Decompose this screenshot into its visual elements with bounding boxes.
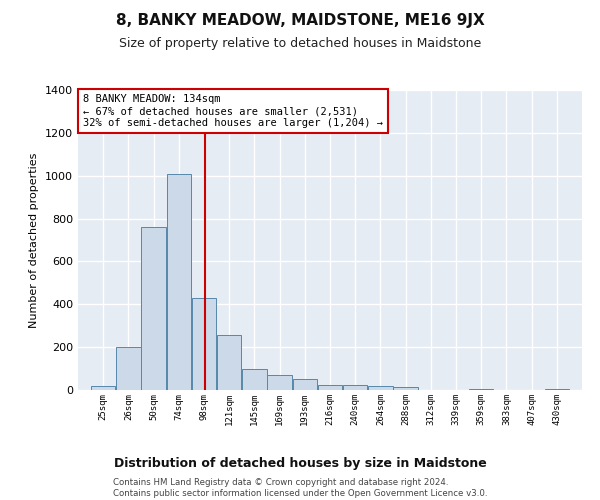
Bar <box>167 174 191 390</box>
Bar <box>242 368 266 390</box>
Bar <box>142 227 166 390</box>
Text: Size of property relative to detached houses in Maidstone: Size of property relative to detached ho… <box>119 38 481 51</box>
Y-axis label: Number of detached properties: Number of detached properties <box>29 152 40 328</box>
Bar <box>394 387 418 390</box>
Bar <box>217 336 241 390</box>
Bar <box>116 347 140 390</box>
Text: Contains HM Land Registry data © Crown copyright and database right 2024.
Contai: Contains HM Land Registry data © Crown c… <box>113 478 487 498</box>
Bar <box>343 386 367 390</box>
Bar <box>268 375 292 390</box>
Bar <box>368 386 392 390</box>
Bar <box>545 389 569 390</box>
Text: 8 BANKY MEADOW: 134sqm
← 67% of detached houses are smaller (2,531)
32% of semi-: 8 BANKY MEADOW: 134sqm ← 67% of detached… <box>83 94 383 128</box>
Bar <box>293 380 317 390</box>
Bar <box>91 386 115 390</box>
Text: Distribution of detached houses by size in Maidstone: Distribution of detached houses by size … <box>113 458 487 470</box>
Bar <box>318 384 342 390</box>
Text: 8, BANKY MEADOW, MAIDSTONE, ME16 9JX: 8, BANKY MEADOW, MAIDSTONE, ME16 9JX <box>116 12 484 28</box>
Bar <box>192 298 216 390</box>
Bar <box>469 389 493 390</box>
